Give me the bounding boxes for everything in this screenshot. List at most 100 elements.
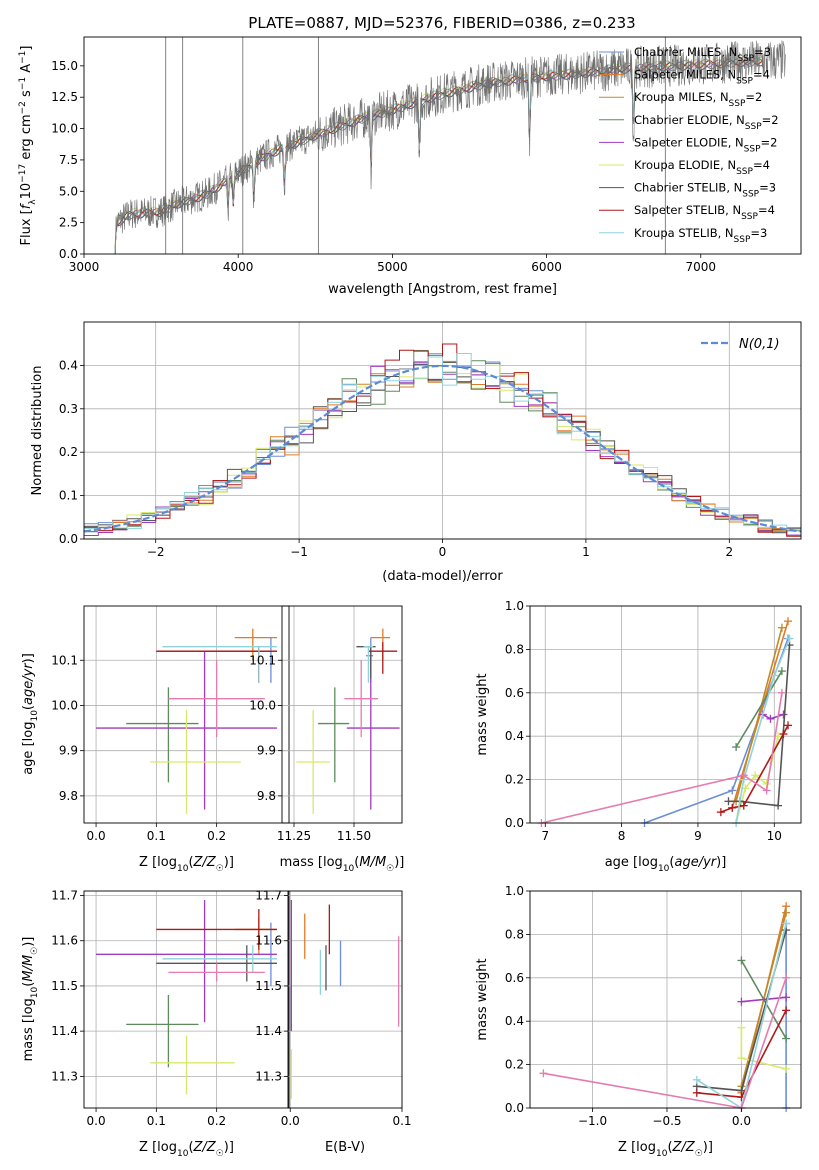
error-bars (296, 628, 400, 814)
x-tick-label: 0.1 (147, 1114, 166, 1128)
series-line (735, 670, 783, 748)
x-tick-label: 0.0 (281, 1114, 300, 1128)
x-axis-label: (data-model)/error (382, 569, 503, 584)
series-line (541, 692, 783, 824)
y-tick-label: 11.6 (255, 934, 282, 948)
y-tick-label: 10.0 (51, 122, 78, 136)
age-vs-mass-panel: 11.25 11.50 9.8 9.9 10.0 10.1 mass [log10(M/M☉… (249, 605, 405, 874)
axes-frame (287, 890, 403, 1109)
histogram-line (84, 353, 801, 538)
y-tick-label: 0.0 (59, 247, 78, 261)
y-axis-label: mass weight (475, 673, 490, 755)
series-lines (539, 902, 791, 1112)
y-tick-label: 0.6 (505, 686, 524, 700)
x-tick-label: 7 (541, 829, 549, 843)
y-tick-label: 0.0 (505, 1101, 524, 1115)
y-axis-label: Flux [fλ10−17 erg cm−2 s−1 A−1] (18, 46, 38, 246)
x-tick-label: 0.1 (147, 829, 166, 843)
legend-label: Kroupa ELODIE, NSSP=4 (634, 158, 770, 177)
y-tick-label: 1.0 (505, 599, 524, 613)
observed-spectrum-line (115, 40, 786, 254)
error-bars (290, 900, 400, 1099)
x-tick-label: 0.2 (207, 829, 226, 843)
x-axis-label: E(B-V) (325, 1140, 365, 1155)
y-tick-label: 0.2 (59, 445, 78, 459)
legend-label: Salpeter MILES, NSSP=4 (634, 68, 770, 87)
legend-label: Kroupa MILES, NSSP=2 (634, 90, 762, 109)
x-tick-label: 5000 (377, 260, 408, 274)
y-tick-label: 15.0 (51, 59, 78, 73)
y-tick-label: 0.3 (59, 402, 78, 416)
y-tick-label: 5.0 (59, 184, 78, 198)
y-tick-label: 0.2 (505, 773, 524, 787)
mass-weight-vs-metallicity-panel: −1.0 −0.5 0.0 0.0 0.2 0.4 0.6 0.8 1.0 mass weight… (475, 884, 802, 1159)
x-tick-label: 10 (767, 829, 782, 843)
series-line (543, 977, 787, 1109)
y-tick-label: 9.8 (59, 789, 78, 803)
mass-vs-extinction-panel: 0.0 0.1 11.3 11.4 11.5 11.6 11.7 E(B-V) (255, 889, 411, 1155)
spectrum-lines (114, 37, 786, 254)
x-axis-label: age [log10(age/yr)] (605, 855, 727, 874)
y-axis-label: mass weight (475, 958, 490, 1040)
x-tick-label: −1.0 (578, 1114, 607, 1128)
y-tick-label: 10.0 (249, 698, 276, 712)
x-tick-label: 7000 (686, 260, 717, 274)
series-line (728, 645, 791, 807)
x-axis-label: wavelength [Angstrom, rest frame] (328, 282, 557, 297)
y-tick-label: 10.0 (51, 698, 78, 712)
spectrum-panel: 3000 4000 5000 6000 7000 0.0 2.5 5.0 7.5 10.0 12.5… (18, 36, 802, 297)
legend-label: N(0,1) (739, 337, 780, 352)
x-tick-label: 11.50 (337, 829, 371, 843)
y-tick-label: 7.5 (59, 153, 78, 167)
x-axis-label: Z [log10(Z/Z☉)] (139, 1140, 234, 1159)
y-tick-label: 10.1 (249, 653, 276, 667)
axes-frame (83, 36, 802, 255)
legend-label: Chabrier STELIB, NSSP=3 (634, 181, 776, 200)
y-tick-label: 1.0 (505, 884, 524, 898)
y-tick-label: 0.6 (505, 971, 524, 985)
legend-label: Salpeter ELODIE, NSSP=2 (634, 135, 777, 154)
mass-weight-vs-age-panel: 7 8 9 10 0.0 0.2 0.4 0.6 0.8 1.0 mass weight age [l… (475, 599, 802, 874)
axes-frame (83, 605, 290, 824)
y-tick-label: 0.4 (59, 358, 78, 372)
x-tick-label: 1 (582, 545, 590, 559)
mass-vs-metallicity-panel: 0.0 0.1 0.2 11.3 11.4 11.5 11.6 11.7 Z [log10(Z/… (21, 889, 290, 1159)
x-tick-label: 0.0 (732, 1114, 751, 1128)
y-tick-label: 0.0 (505, 816, 524, 830)
x-tick-label: 3000 (69, 260, 100, 274)
error-bars (96, 628, 277, 814)
y-tick-label: 0.8 (505, 642, 524, 656)
y-tick-label: 11.4 (255, 1024, 282, 1038)
y-tick-label: 0.4 (505, 1014, 524, 1028)
x-tick-label: 0 (439, 545, 447, 559)
axes-frame (83, 890, 290, 1109)
x-tick-label: 0.0 (87, 1114, 106, 1128)
y-tick-label: 11.6 (51, 934, 78, 948)
age-vs-metallicity-panel: 0.0 0.1 0.2 9.8 9.9 10.0 10.1 Z [log10(Z/Z☉)] ag… (21, 605, 290, 874)
y-tick-label: 11.4 (51, 1024, 78, 1038)
axes-frame (281, 605, 403, 824)
axes-frame (529, 605, 802, 824)
x-axis-label: Z [log10(Z/Z☉)] (618, 1140, 713, 1159)
x-tick-label: −0.5 (652, 1114, 681, 1128)
legend-label: Chabrier ELODIE, NSSP=2 (634, 113, 779, 132)
error-bars (96, 900, 277, 1095)
residual-histogram-panel: −2 −1 0 1 2 0.0 0.1 0.2 0.3 0.4 (data-model)/error… (30, 321, 802, 584)
y-tick-label: 11.3 (255, 1069, 282, 1083)
x-tick-label: 4000 (223, 260, 254, 274)
y-tick-label: 11.3 (51, 1069, 78, 1083)
x-tick-label: 2 (725, 545, 733, 559)
series-line (644, 638, 789, 824)
x-tick-label: 0.0 (87, 829, 106, 843)
y-tick-label: 0.0 (59, 532, 78, 546)
y-tick-label: 0.8 (505, 927, 524, 941)
y-axis-label: Normed distribution (30, 366, 45, 496)
gaussian-curve (84, 364, 801, 533)
y-tick-label: 11.5 (51, 979, 78, 993)
x-tick-label: −2 (147, 545, 165, 559)
x-axis-label: Z [log10(Z/Z☉)] (139, 855, 234, 874)
y-axis-label: age [log10(age/yr)] (21, 653, 40, 775)
y-tick-label: 11.7 (51, 889, 78, 903)
x-axis-label: mass [log10(M/M☉)] (280, 855, 405, 874)
legend-label: Salpeter STELIB, NSSP=4 (634, 203, 775, 222)
